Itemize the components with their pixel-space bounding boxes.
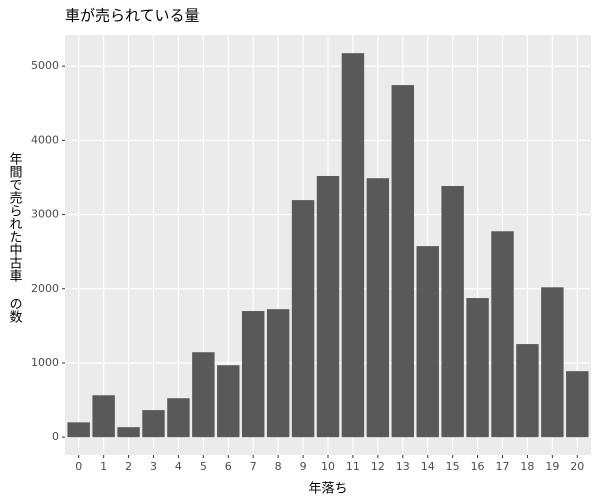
x-tick-label: 16 [471,460,485,473]
x-tick-label: 14 [421,460,435,473]
x-tick-label: 0 [75,460,82,473]
bar [142,410,165,438]
x-tick-label: 5 [200,460,207,473]
y-tick-label: 2000 [31,282,59,295]
bar [67,422,90,438]
y-tick-label: 4000 [31,133,59,146]
x-tick-label: 8 [275,460,282,473]
x-tick-label: 6 [225,460,232,473]
bar [441,186,464,438]
x-tick-label: 11 [346,460,360,473]
x-tick-label: 4 [175,460,182,473]
bar [391,85,415,438]
bar [491,231,514,438]
bar [266,309,290,438]
y-axis-label: 年間で売られた中古車 の数 [7,152,23,323]
chart-title: 車が売られている量 [65,7,200,25]
bar [466,298,489,438]
x-tick-label: 7 [250,460,257,473]
x-tick-label: 18 [520,460,534,473]
bar [516,344,539,438]
bar [92,395,115,438]
bar [541,287,564,438]
x-tick-label: 12 [371,460,385,473]
x-tick-label: 17 [496,460,510,473]
y-tick-label: 5000 [31,59,59,72]
y-tick-label: 3000 [31,208,59,221]
bar [341,53,365,438]
bar [217,365,240,438]
bar [167,398,190,438]
bar [316,175,340,438]
bar [192,352,215,438]
y-tick-label: 0 [52,430,59,443]
y-tick-label: 1000 [31,356,59,369]
x-tick-label: 1 [100,460,107,473]
bar [117,427,140,438]
x-tick-label: 3 [150,460,157,473]
x-tick-label: 19 [545,460,559,473]
x-tick-label: 9 [300,460,307,473]
x-axis-label: 年落ち [308,482,347,497]
x-tick-label: 20 [570,460,584,473]
x-tick-label: 10 [321,460,335,473]
x-tick-label: 13 [396,460,410,473]
bar [291,200,315,438]
bar [566,371,589,438]
x-tick-label: 15 [446,460,460,473]
bar [416,246,439,438]
bar [366,178,390,438]
x-tick-label: 2 [125,460,132,473]
bar [241,311,265,438]
